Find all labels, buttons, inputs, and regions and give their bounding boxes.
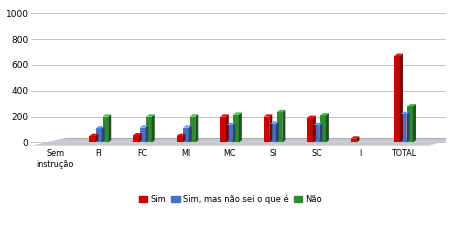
Polygon shape [275, 122, 278, 143]
Polygon shape [183, 125, 191, 128]
Polygon shape [108, 114, 111, 143]
Bar [102, 117, 108, 143]
Bar [406, 106, 412, 143]
Polygon shape [232, 123, 235, 143]
Bar [139, 128, 145, 143]
Polygon shape [189, 125, 191, 143]
Polygon shape [133, 133, 141, 135]
Bar [226, 125, 232, 143]
Polygon shape [318, 123, 322, 143]
Polygon shape [270, 122, 278, 124]
Bar [146, 117, 152, 143]
Polygon shape [220, 114, 228, 117]
Polygon shape [405, 112, 409, 143]
Bar [96, 128, 101, 143]
Bar [220, 117, 225, 143]
Bar [350, 139, 355, 143]
Polygon shape [139, 125, 148, 128]
Polygon shape [233, 112, 241, 115]
Bar [176, 136, 182, 143]
Polygon shape [31, 138, 451, 146]
Polygon shape [152, 114, 154, 143]
Bar [183, 128, 189, 143]
Polygon shape [96, 126, 105, 128]
Polygon shape [282, 110, 285, 143]
Polygon shape [393, 54, 402, 56]
Bar [189, 117, 195, 143]
Polygon shape [138, 133, 141, 143]
Polygon shape [146, 114, 154, 117]
Polygon shape [269, 114, 272, 143]
Bar [89, 136, 95, 143]
Legend: Sim, Sim, mas não sei o que é, Não: Sim, Sim, mas não sei o que é, Não [135, 191, 325, 207]
Bar [276, 112, 282, 143]
Polygon shape [306, 116, 315, 118]
Polygon shape [312, 116, 315, 143]
Polygon shape [276, 110, 285, 112]
Polygon shape [238, 112, 241, 143]
Bar [400, 114, 405, 143]
Polygon shape [325, 113, 328, 143]
Bar [133, 135, 138, 143]
Bar [319, 115, 325, 143]
Polygon shape [189, 114, 198, 117]
Bar [263, 117, 269, 143]
Bar [313, 125, 318, 143]
Bar [306, 118, 312, 143]
Polygon shape [263, 114, 272, 117]
Bar [393, 56, 399, 143]
Polygon shape [319, 113, 328, 115]
Polygon shape [182, 134, 185, 143]
Polygon shape [102, 114, 111, 117]
Bar [233, 115, 238, 143]
Polygon shape [226, 123, 235, 125]
Polygon shape [400, 112, 409, 114]
Polygon shape [176, 134, 185, 136]
Bar [270, 124, 275, 143]
Polygon shape [350, 136, 359, 139]
Polygon shape [101, 126, 105, 143]
Polygon shape [399, 54, 402, 143]
Polygon shape [313, 123, 322, 125]
Polygon shape [89, 134, 98, 136]
Polygon shape [195, 114, 198, 143]
Polygon shape [355, 136, 359, 143]
Polygon shape [412, 104, 415, 143]
Polygon shape [95, 134, 98, 143]
Polygon shape [145, 125, 148, 143]
Polygon shape [406, 104, 415, 106]
Polygon shape [225, 114, 228, 143]
